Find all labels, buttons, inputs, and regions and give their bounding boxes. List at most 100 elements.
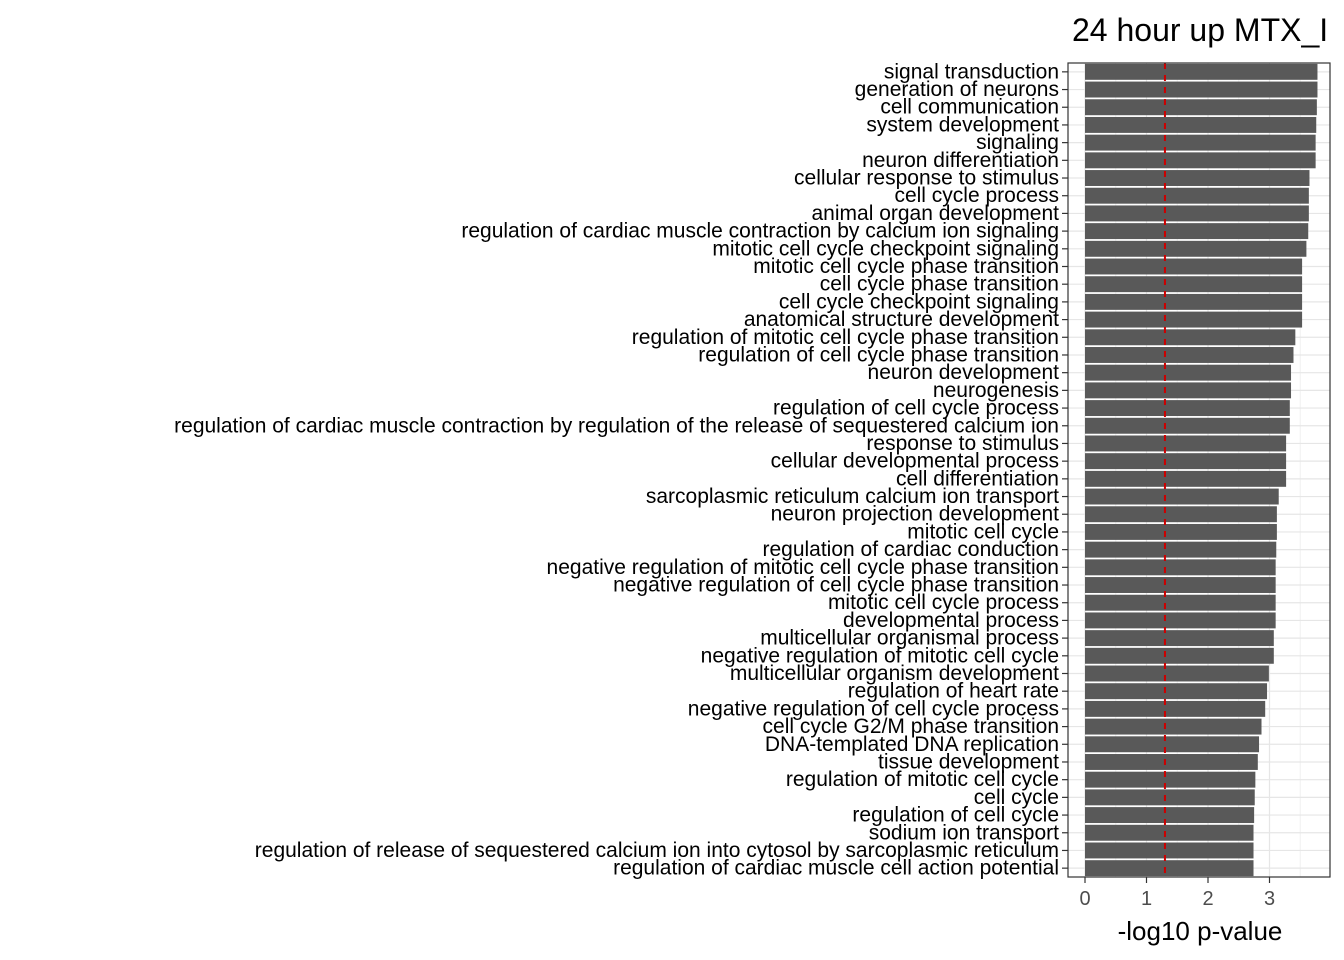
category-label: neurogenesis bbox=[933, 379, 1059, 402]
bar bbox=[1085, 807, 1255, 824]
category-label: negative regulation of mitotic cell cycl… bbox=[547, 556, 1059, 579]
bar bbox=[1085, 258, 1303, 275]
category-label: regulation of cell cycle process bbox=[773, 397, 1059, 420]
bar bbox=[1085, 99, 1317, 116]
bar bbox=[1085, 665, 1269, 682]
bar bbox=[1085, 470, 1287, 487]
bar bbox=[1085, 347, 1294, 363]
category-label: mitotic cell cycle checkpoint signaling bbox=[712, 237, 1059, 260]
category-label: multicellular organismal process bbox=[760, 627, 1059, 650]
category-label: system development bbox=[866, 113, 1059, 136]
bar bbox=[1085, 134, 1316, 151]
bar bbox=[1085, 523, 1277, 540]
category-label: signaling bbox=[976, 131, 1059, 154]
bar bbox=[1085, 81, 1318, 98]
bars-layer bbox=[1085, 63, 1318, 877]
category-label: anatomical structure development bbox=[744, 308, 1059, 331]
bar bbox=[1085, 170, 1310, 186]
category-label: mitotic cell cycle bbox=[907, 520, 1059, 543]
category-label: negative regulation of mitotic cell cycl… bbox=[701, 644, 1059, 667]
category-label: response to stimulus bbox=[866, 432, 1059, 455]
bar bbox=[1085, 700, 1266, 717]
bar bbox=[1085, 223, 1309, 240]
category-label: regulation of cardiac muscle contraction… bbox=[461, 220, 1059, 243]
bar bbox=[1085, 541, 1277, 558]
category-label: sodium ion transport bbox=[869, 821, 1059, 844]
category-label: DNA-templated DNA replication bbox=[765, 733, 1059, 756]
bar bbox=[1085, 577, 1276, 593]
category-label: animal organ development bbox=[812, 202, 1060, 225]
category-label: negative regulation of cell cycle proces… bbox=[688, 697, 1059, 720]
bar bbox=[1085, 63, 1318, 80]
bar bbox=[1085, 187, 1309, 204]
bar bbox=[1085, 205, 1309, 222]
category-label: regulation of cardiac muscle contraction… bbox=[174, 414, 1059, 437]
bar bbox=[1085, 116, 1317, 133]
bar bbox=[1085, 506, 1277, 523]
category-label: developmental process bbox=[843, 609, 1059, 632]
bar bbox=[1085, 311, 1303, 328]
x-tick-label: 1 bbox=[1141, 888, 1152, 910]
bar bbox=[1085, 559, 1276, 576]
bar bbox=[1085, 683, 1268, 700]
category-label: regulation of mitotic cell cycle phase t… bbox=[632, 326, 1059, 349]
x-tick-label: 3 bbox=[1264, 888, 1275, 910]
x-tick-label: 2 bbox=[1202, 888, 1213, 910]
category-label: regulation of cardiac muscle cell action… bbox=[613, 857, 1059, 880]
category-label: regulation of cell cycle phase transitio… bbox=[698, 343, 1059, 366]
category-label: multicellular organism development bbox=[730, 662, 1059, 685]
category-label: cell cycle checkpoint signaling bbox=[779, 290, 1059, 313]
bar bbox=[1085, 364, 1292, 381]
x-axis: 0 1 2 3 bbox=[1079, 877, 1275, 910]
chart-title: 24 hour up MTX_I bbox=[1072, 12, 1328, 48]
bar bbox=[1085, 860, 1254, 877]
x-axis-title: -log10 p-value bbox=[1118, 916, 1283, 946]
bar bbox=[1085, 630, 1274, 647]
category-label: regulation of release of sequestered cal… bbox=[255, 839, 1059, 862]
category-label: tissue development bbox=[878, 750, 1059, 773]
bar bbox=[1085, 417, 1290, 434]
category-label: neuron development bbox=[868, 361, 1060, 384]
category-label: neuron differentiation bbox=[862, 149, 1059, 172]
category-label: cell cycle phase transition bbox=[820, 273, 1059, 296]
category-label: cellular developmental process bbox=[771, 450, 1059, 473]
category-label: generation of neurons bbox=[855, 78, 1059, 101]
bar bbox=[1085, 718, 1262, 735]
bar bbox=[1085, 152, 1316, 169]
category-label: neuron projection development bbox=[771, 503, 1060, 526]
bar bbox=[1085, 594, 1276, 611]
category-label: regulation of mitotic cell cycle bbox=[786, 768, 1059, 791]
category-label: mitotic cell cycle process bbox=[828, 591, 1059, 614]
bar bbox=[1085, 453, 1287, 470]
bar bbox=[1085, 400, 1290, 417]
category-label: cell cycle G2/M phase transition bbox=[763, 715, 1059, 738]
category-label: negative regulation of cell cycle phase … bbox=[613, 574, 1059, 597]
bar bbox=[1085, 612, 1276, 629]
bar bbox=[1085, 771, 1256, 788]
category-label: cell communication bbox=[880, 96, 1059, 119]
bar bbox=[1085, 842, 1254, 859]
bar bbox=[1085, 382, 1292, 399]
category-label: mitotic cell cycle phase transition bbox=[753, 255, 1059, 278]
bar bbox=[1085, 789, 1255, 806]
bar bbox=[1085, 736, 1260, 753]
category-label: regulation of cardiac conduction bbox=[762, 538, 1059, 561]
bar bbox=[1085, 435, 1287, 452]
category-label: cell differentiation bbox=[896, 467, 1059, 490]
category-label: cellular response to stimulus bbox=[794, 167, 1059, 190]
category-label: signal transduction bbox=[884, 60, 1059, 83]
category-label: cell cycle bbox=[974, 786, 1059, 809]
bar bbox=[1085, 488, 1279, 505]
category-label: sarcoplasmic reticulum calcium ion trans… bbox=[646, 485, 1059, 508]
bar bbox=[1085, 329, 1296, 346]
bar bbox=[1085, 647, 1274, 664]
x-tick-label: 0 bbox=[1079, 888, 1090, 910]
bar bbox=[1085, 276, 1303, 293]
panel-border bbox=[1067, 62, 1331, 878]
bar bbox=[1085, 824, 1254, 841]
category-label: regulation of cell cycle bbox=[852, 804, 1059, 827]
category-label: cell cycle process bbox=[894, 184, 1059, 207]
bar bbox=[1085, 240, 1307, 257]
